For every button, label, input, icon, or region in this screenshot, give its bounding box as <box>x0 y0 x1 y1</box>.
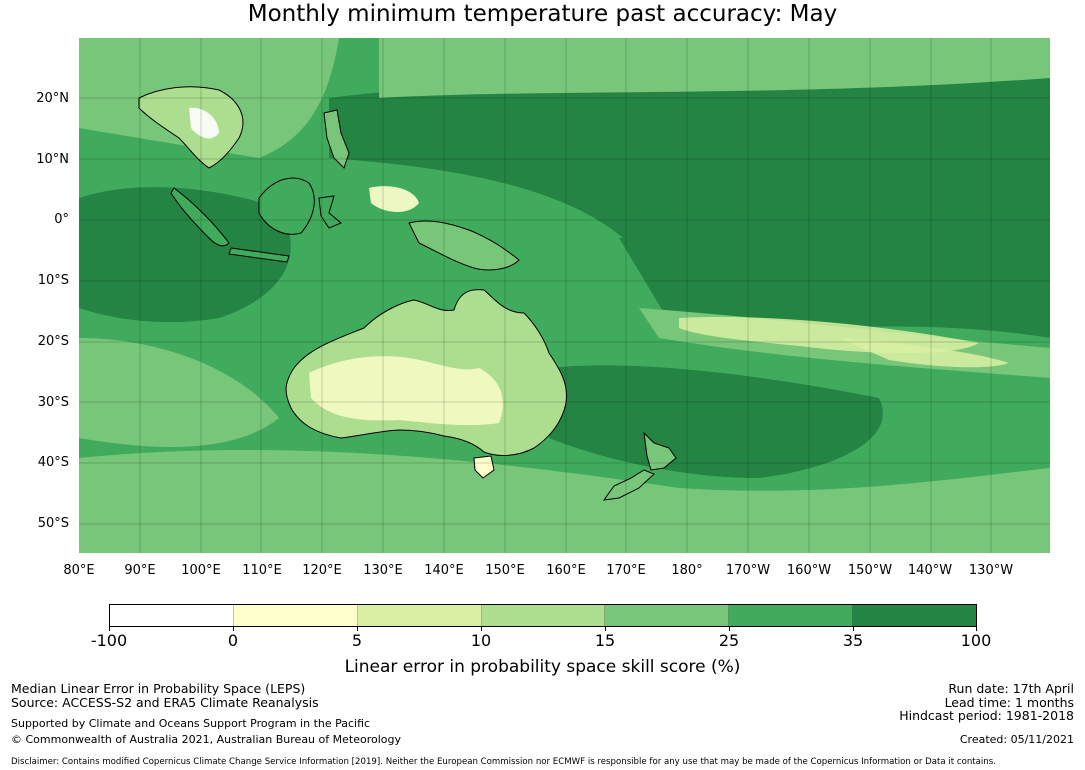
lat-label-30s: 30°S <box>37 395 69 410</box>
colorbar-segment <box>729 605 854 626</box>
java <box>228 247 290 263</box>
medium-skill-region-west <box>79 338 279 447</box>
lat-label-50s: 50°S <box>37 516 69 531</box>
lon-label-150e: 150°E <box>485 563 525 578</box>
lon-label-160w: 160°W <box>786 563 832 578</box>
footer-source: Source: ACCESS-S2 and ERA5 Climate Reana… <box>11 695 319 710</box>
skill-score-map <box>79 38 1050 553</box>
lon-label-90e: 90°E <box>124 563 156 578</box>
indochina <box>138 86 244 169</box>
footer-hindcast-period: Hindcast period: 1981-2018 <box>899 708 1074 723</box>
lat-label-40s: 40°S <box>37 455 69 470</box>
lon-label-170e: 170°E <box>606 563 646 578</box>
new-zealand-north-island <box>643 431 677 471</box>
new-zealand-south-island <box>602 469 655 501</box>
map-canvas <box>79 38 1050 553</box>
lon-label-100e: 100°E <box>181 563 221 578</box>
colorbar-tickmark <box>481 627 482 631</box>
white-patch-indochina <box>189 107 219 139</box>
lat-label-10s: 10°S <box>37 273 69 288</box>
lon-label-130w: 130°W <box>968 563 1014 578</box>
lat-label-20n: 20°N <box>36 91 69 106</box>
colorbar <box>109 604 977 627</box>
colorbar-segment <box>357 605 482 626</box>
footer-copyright: © Commonwealth of Australia 2021, Austra… <box>11 733 401 746</box>
colorbar-tick-label: 25 <box>718 631 740 650</box>
colorbar-tickmark <box>605 627 606 631</box>
colorbar-tickmark <box>853 627 854 631</box>
lon-label-180: 180° <box>671 563 703 578</box>
colorbar-tick-label: 0 <box>227 631 239 650</box>
lon-label-80e: 80°E <box>63 563 95 578</box>
colorbar-tickmark <box>357 627 358 631</box>
colorbar-segment <box>853 605 977 626</box>
lon-label-150w: 150°W <box>847 563 893 578</box>
new-guinea <box>408 220 520 271</box>
high-skill-region-indian <box>79 187 291 323</box>
light-patch-borneo-north <box>369 186 419 213</box>
map-title: Monthly minimum temperature past accurac… <box>247 1 838 27</box>
lon-label-110e: 110°E <box>242 563 282 578</box>
lon-label-160e: 160°E <box>546 563 586 578</box>
colorbar-tick-label: 35 <box>842 631 864 650</box>
footer-support: Supported by Climate and Oceans Support … <box>11 717 371 730</box>
colorbar-tick-label: 5 <box>351 631 363 650</box>
lat-label-0: 0° <box>54 212 69 227</box>
sulawesi <box>318 195 342 229</box>
sumatra <box>170 187 230 247</box>
high-skill-region-tasman <box>549 365 883 478</box>
colorbar-tick-label: 10 <box>470 631 492 650</box>
borneo <box>258 177 315 235</box>
colorbar-tick-label: -100 <box>90 631 128 650</box>
light-streak-east-pacific <box>839 338 1009 368</box>
high-skill-region-east <box>619 238 1050 338</box>
lon-label-140w: 140°W <box>907 563 953 578</box>
footer-disclaimer: Disclaimer: Contains modified Copernicus… <box>11 757 996 767</box>
colorbar-tickmark <box>109 627 110 631</box>
colorbar-label: Linear error in probability space skill … <box>344 657 741 677</box>
footer-created-date: Created: 05/11/2021 <box>959 733 1074 746</box>
colorbar-segment <box>110 605 234 626</box>
footer-metric: Median Linear Error in Probability Space… <box>11 681 306 696</box>
colorbar-segment <box>233 605 358 626</box>
colorbar-tickmark <box>233 627 234 631</box>
map-gridlines <box>79 38 1050 553</box>
lon-label-130e: 130°E <box>363 563 403 578</box>
colorbar-segment <box>605 605 730 626</box>
colorbar-tickmark <box>976 627 977 631</box>
lon-label-170w: 170°W <box>725 563 771 578</box>
colorbar-segment <box>481 605 606 626</box>
lat-label-10n: 10°N <box>36 152 69 167</box>
lon-label-140e: 140°E <box>424 563 464 578</box>
medium-skill-band-south <box>79 449 1050 553</box>
lat-label-20s: 20°S <box>37 334 69 349</box>
philippines <box>323 109 350 169</box>
australia-interior-light <box>309 356 503 426</box>
colorbar-tick-label: 100 <box>960 631 992 650</box>
footer-lead-time: Lead time: 1 months <box>944 695 1074 710</box>
colorbar-tick-label: 15 <box>594 631 616 650</box>
colorbar-tickmark <box>729 627 730 631</box>
footer-run-date: Run date: 17th April <box>948 681 1074 696</box>
high-skill-region-north <box>329 78 1050 273</box>
medium-skill-band-north-pacific <box>379 38 1050 98</box>
lon-label-120e: 120°E <box>302 563 342 578</box>
tasmania <box>473 455 495 479</box>
